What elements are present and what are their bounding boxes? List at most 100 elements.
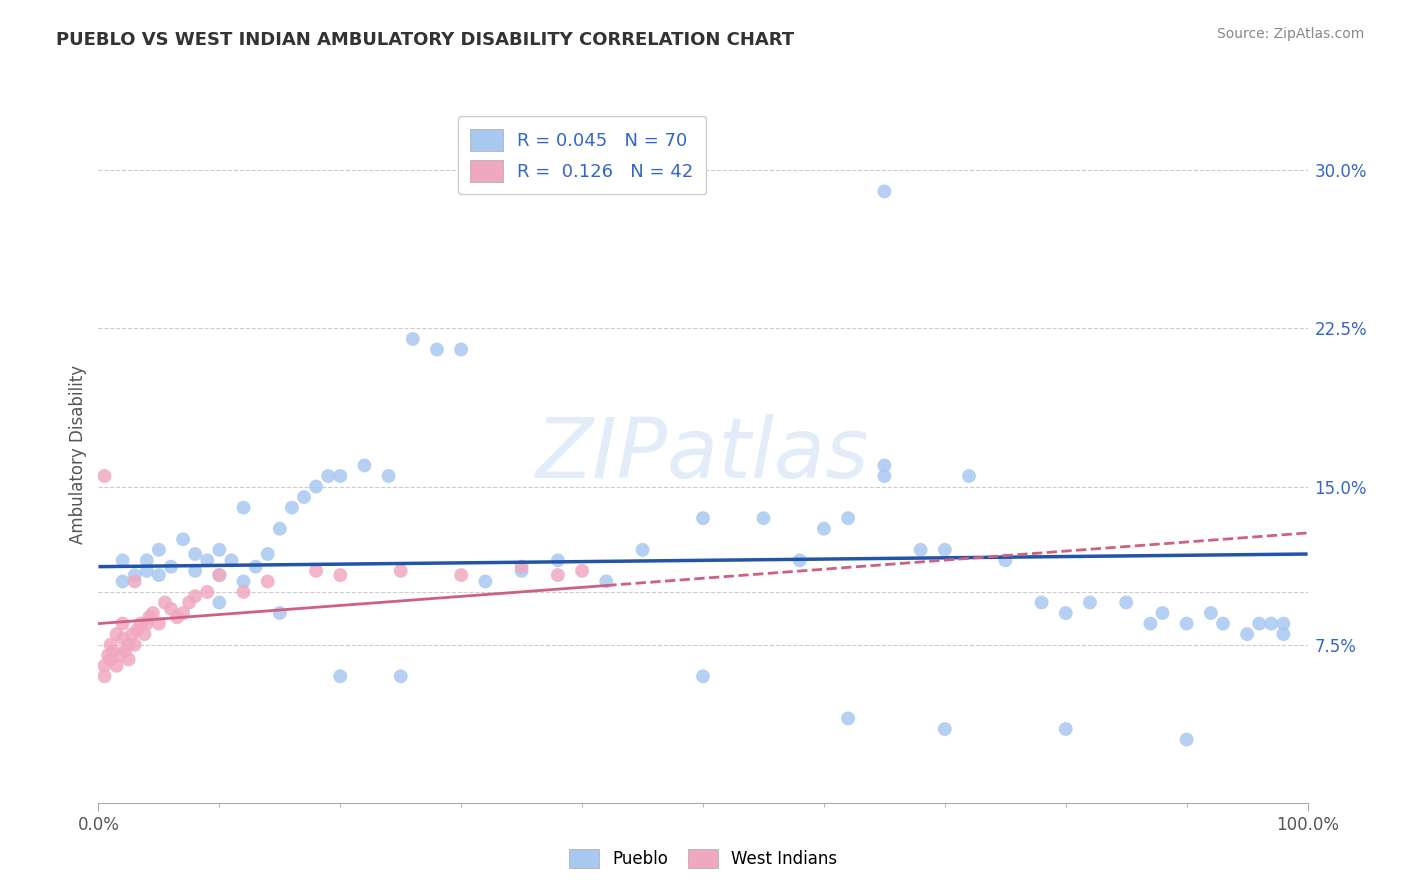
Point — [184, 564, 207, 578]
Point — [547, 553, 569, 567]
Point — [118, 638, 141, 652]
Point — [142, 606, 165, 620]
Point — [111, 632, 134, 646]
Point — [571, 564, 593, 578]
Point — [124, 574, 146, 589]
Point — [195, 553, 218, 567]
Point — [910, 542, 932, 557]
Point — [148, 542, 170, 557]
Point — [208, 595, 231, 609]
Point — [510, 559, 533, 574]
Legend: R = 0.045   N = 70, R =  0.126   N = 42: R = 0.045 N = 70, R = 0.126 N = 42 — [458, 116, 706, 194]
Text: PUEBLO VS WEST INDIAN AMBULATORY DISABILITY CORRELATION CHART: PUEBLO VS WEST INDIAN AMBULATORY DISABIL… — [56, 31, 794, 49]
Point — [184, 547, 207, 561]
Point — [316, 469, 339, 483]
Point — [111, 616, 134, 631]
Point — [148, 568, 170, 582]
Point — [256, 547, 278, 561]
Point — [93, 658, 115, 673]
Point — [1031, 595, 1053, 609]
Point — [232, 585, 254, 599]
Point — [208, 568, 231, 582]
Point — [160, 559, 183, 574]
Point — [1115, 595, 1137, 609]
Point — [269, 522, 291, 536]
Point — [269, 606, 291, 620]
Point — [631, 542, 654, 557]
Point — [873, 458, 896, 473]
Point — [124, 568, 146, 582]
Point — [172, 533, 194, 547]
Point — [135, 564, 157, 578]
Point — [377, 469, 399, 483]
Point — [232, 574, 254, 589]
Point — [93, 469, 115, 483]
Point — [127, 623, 149, 637]
Point — [450, 568, 472, 582]
Point — [1272, 616, 1295, 631]
Point — [166, 610, 188, 624]
Point — [813, 522, 835, 536]
Point — [208, 542, 231, 557]
Point — [232, 500, 254, 515]
Point — [402, 332, 425, 346]
Point — [1078, 595, 1101, 609]
Point — [221, 553, 243, 567]
Point — [1260, 616, 1282, 631]
Point — [100, 652, 122, 666]
Point — [1152, 606, 1174, 620]
Point — [111, 574, 134, 589]
Point — [105, 627, 128, 641]
Point — [172, 606, 194, 620]
Point — [121, 627, 143, 641]
Point — [692, 669, 714, 683]
Point — [100, 638, 122, 652]
Point — [129, 616, 152, 631]
Point — [389, 669, 412, 683]
Point — [934, 722, 956, 736]
Point — [1139, 616, 1161, 631]
Point — [135, 553, 157, 567]
Point — [111, 553, 134, 567]
Point — [160, 602, 183, 616]
Point — [752, 511, 775, 525]
Point — [1175, 616, 1198, 631]
Y-axis label: Ambulatory Disability: Ambulatory Disability — [69, 366, 87, 544]
Point — [118, 652, 141, 666]
Point — [873, 185, 896, 199]
Point — [101, 644, 124, 658]
Point — [1212, 616, 1234, 631]
Point — [426, 343, 449, 357]
Point — [179, 595, 201, 609]
Point — [789, 553, 811, 567]
Text: Source: ZipAtlas.com: Source: ZipAtlas.com — [1216, 27, 1364, 41]
Point — [281, 500, 304, 515]
Point — [510, 564, 533, 578]
Point — [1236, 627, 1258, 641]
Point — [1054, 606, 1077, 620]
Point — [692, 511, 714, 525]
Point — [292, 490, 315, 504]
Point — [184, 589, 207, 603]
Point — [1175, 732, 1198, 747]
Point — [595, 574, 617, 589]
Point — [547, 568, 569, 582]
Point — [208, 568, 231, 582]
Point — [93, 669, 115, 683]
Legend: Pueblo, West Indians: Pueblo, West Indians — [562, 842, 844, 875]
Point — [105, 658, 128, 673]
Point — [994, 553, 1017, 567]
Point — [305, 564, 328, 578]
Point — [389, 564, 412, 578]
Point — [134, 627, 156, 641]
Point — [1272, 627, 1295, 641]
Point — [957, 469, 980, 483]
Point — [329, 669, 352, 683]
Point — [934, 542, 956, 557]
Point — [148, 616, 170, 631]
Point — [256, 574, 278, 589]
Point — [450, 343, 472, 357]
Point — [114, 644, 136, 658]
Point — [1249, 616, 1271, 631]
Point — [135, 616, 157, 631]
